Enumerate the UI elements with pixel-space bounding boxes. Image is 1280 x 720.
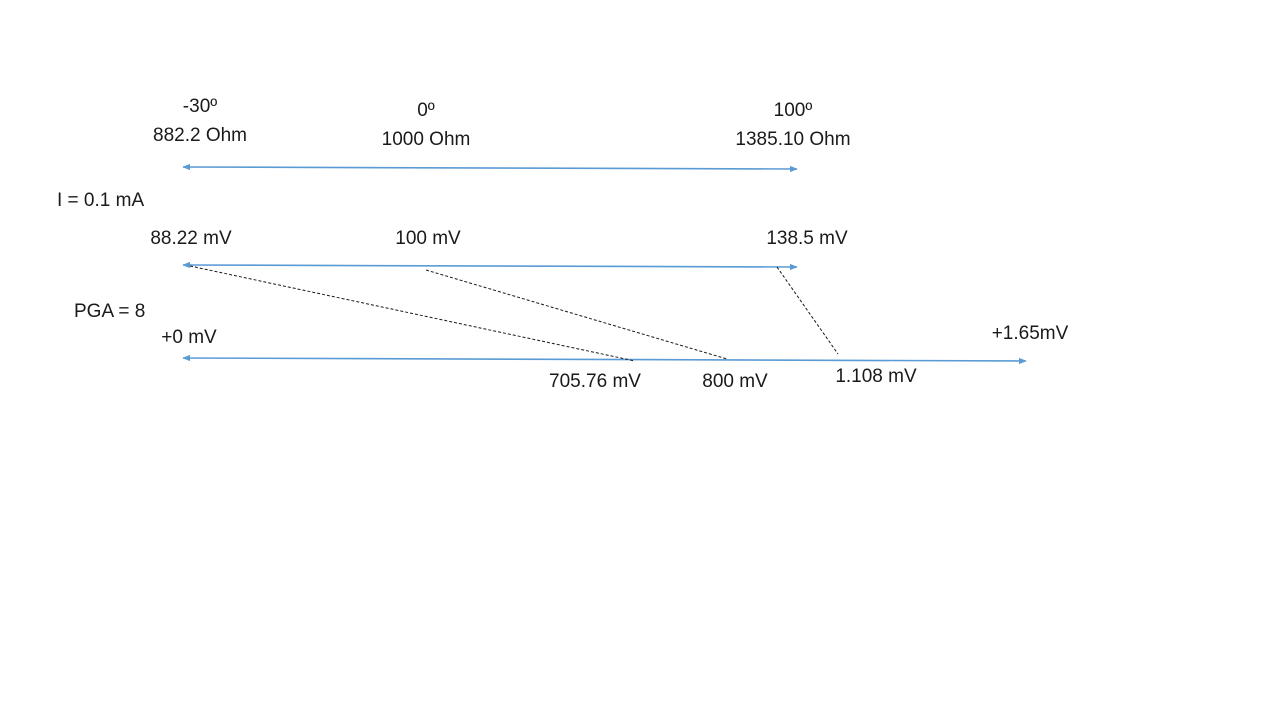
voltage-label-high: 138.5 mV: [766, 228, 848, 249]
resistance-label-minus30: 882.2 Ohm: [153, 125, 247, 146]
amplified-end-label: +1.65mV: [991, 323, 1069, 344]
voltage-label-mid: 100 mV: [395, 228, 461, 249]
amplified-label-low: 705.76 mV: [549, 371, 641, 392]
amplified-start-label: +0 mV: [161, 327, 217, 348]
pga-label: PGA = 8: [74, 301, 146, 322]
mapping-line-low: [189, 265, 636, 362]
temp-label-0: 0º: [417, 100, 435, 121]
mapping-line-high: [776, 266, 839, 355]
resistance-scale-arrow: [182, 163, 798, 173]
temp-label-minus30: -30º: [182, 96, 218, 117]
amplified-label-high: 1.108 mV: [835, 366, 917, 387]
amplified-scale-arrow: [182, 354, 1027, 365]
voltage-label-low: 88.22 mV: [150, 228, 232, 249]
amplified-label-mid: 800 mV: [702, 371, 768, 392]
mapping-line-mid: [425, 269, 728, 360]
current-label: I = 0.1 mA: [57, 190, 145, 211]
voltage-scale-arrow: [182, 261, 798, 271]
resistance-label-0: 1000 Ohm: [381, 129, 471, 150]
resistance-label-100: 1385.10 Ohm: [735, 129, 851, 150]
temp-label-100: 100º: [773, 100, 813, 121]
